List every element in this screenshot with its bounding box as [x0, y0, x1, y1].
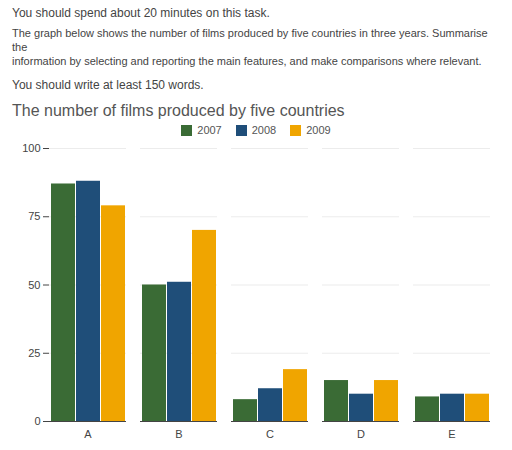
html-text:You should spend about 20 minu: You should spend about 20 minutes on thi… — [12, 6, 270, 20]
html-text:2008: 2008 — [251, 124, 277, 137]
svg-text:50: 50 — [28, 279, 40, 291]
html-text:The graph below shows the numb: The graph below shows the number of film… — [12, 26, 488, 53]
html-text:information by selecting and r: information by selecting and reporting t… — [12, 55, 482, 68]
html-text:The number of films produced b: The number of films produced by five cou… — [12, 102, 345, 120]
svg-text:25: 25 — [28, 347, 40, 359]
html-text:2007: 2007 — [197, 124, 222, 137]
html-text:2009: 2009 — [306, 124, 331, 137]
svg-text:B: B — [175, 428, 182, 440]
svg-text:100: 100 — [22, 142, 40, 154]
svg-text:A: A — [84, 428, 92, 440]
svg-text:C: C — [266, 428, 274, 440]
svg-text:D: D — [357, 428, 365, 440]
html-text:You should write at least 150: You should write at least 150 words. — [12, 78, 204, 93]
svg-text:75: 75 — [28, 210, 40, 222]
svg-text:E: E — [448, 428, 455, 440]
svg-text:0: 0 — [34, 415, 40, 427]
